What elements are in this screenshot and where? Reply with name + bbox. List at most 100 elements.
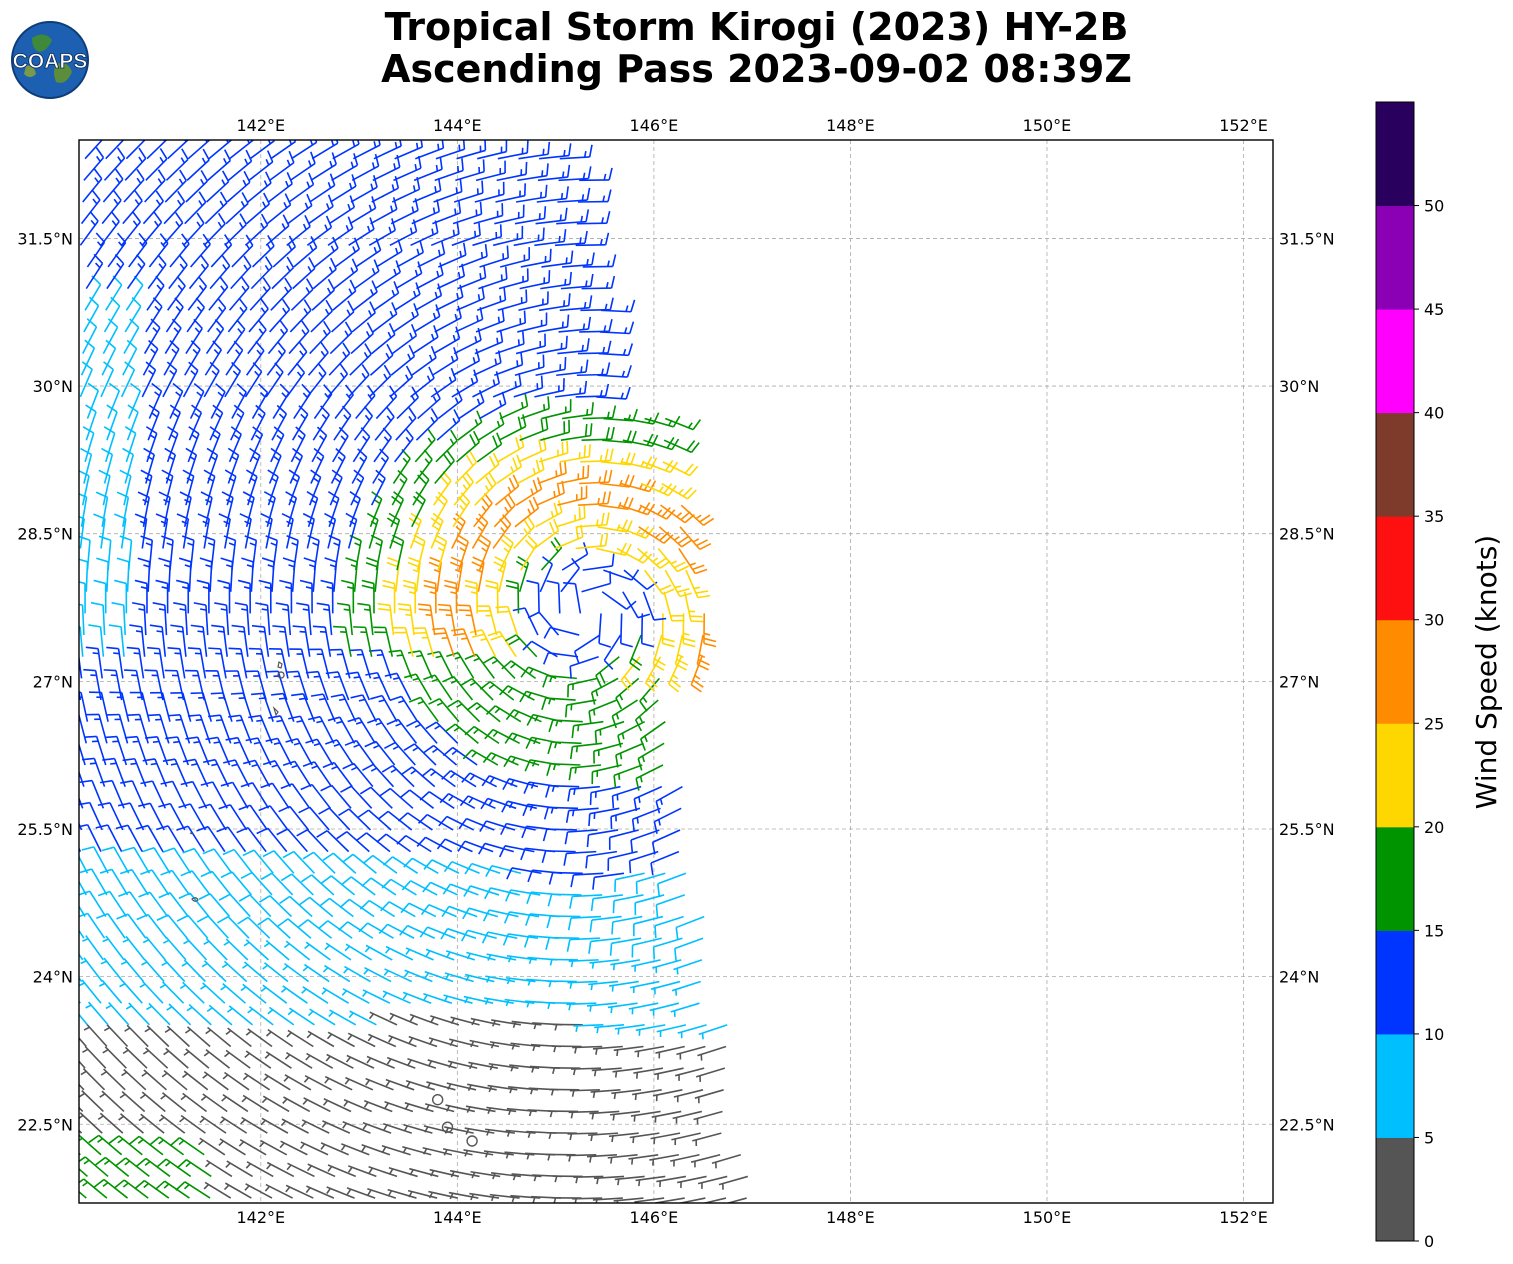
barb-shaft — [79, 1083, 85, 1091]
wind-barb — [417, 241, 446, 268]
wind-barb — [362, 763, 395, 788]
wind-barb — [423, 992, 453, 1004]
barb-half-feather — [358, 698, 366, 702]
barb-shaft — [485, 1128, 516, 1134]
barb-half-feather — [672, 674, 679, 680]
wind-barb — [540, 271, 573, 290]
barb-half-feather — [599, 454, 603, 462]
barb-shaft — [574, 583, 582, 614]
barb-feather — [437, 603, 451, 607]
barb-feather — [465, 471, 474, 483]
barb-feather — [361, 877, 372, 887]
wind-barb — [415, 408, 439, 441]
wind-barb — [345, 557, 358, 592]
barb-shaft — [464, 840, 494, 853]
barb-feather — [663, 534, 674, 544]
wind-barb — [408, 1035, 438, 1048]
wind-barb — [319, 897, 354, 918]
barb-half-feather — [601, 368, 604, 375]
barb-feather — [672, 415, 681, 428]
wind-barb — [680, 504, 715, 526]
barb-shaft — [163, 348, 180, 376]
barb-shaft — [271, 782, 290, 809]
wind-barb — [683, 591, 704, 623]
wind-barb — [431, 491, 448, 528]
barb-shaft — [304, 626, 311, 657]
barb-half-feather — [569, 982, 573, 989]
barb-half-feather — [487, 954, 492, 961]
barb-shaft — [147, 825, 164, 853]
barb-feather — [200, 170, 209, 182]
barb-feather — [149, 1136, 160, 1146]
wind-barb — [451, 369, 479, 398]
barb-feather — [633, 798, 638, 812]
barb-half-feather — [132, 220, 138, 227]
wind-barb — [316, 602, 333, 636]
barb-half-feather — [589, 1156, 592, 1163]
wind-barb — [79, 1178, 108, 1199]
barb-half-feather — [145, 542, 153, 546]
barb-feather — [202, 535, 215, 542]
barb-half-feather — [474, 230, 477, 238]
barb-half-feather — [238, 391, 245, 398]
barb-half-feather — [573, 788, 576, 796]
barb-half-feather — [260, 392, 266, 398]
wind-barb — [79, 770, 85, 787]
wind-barb — [269, 298, 291, 333]
barb-feather — [239, 213, 248, 225]
barb-shaft — [388, 1034, 417, 1048]
barb-feather — [566, 440, 569, 453]
wind-barb — [345, 1054, 375, 1069]
barb-shaft — [327, 1031, 355, 1048]
wind-barb — [416, 836, 453, 853]
barb-shaft — [561, 553, 588, 571]
barb-feather — [631, 430, 637, 444]
wind-barb — [247, 1005, 274, 1026]
barb-feather — [519, 434, 525, 447]
barb-half-feather — [271, 764, 278, 768]
wind-barb — [226, 170, 251, 203]
barb-shaft — [343, 1098, 372, 1113]
wind-barb — [407, 1057, 437, 1069]
barb-shaft — [158, 648, 165, 679]
barb-feather — [320, 875, 332, 884]
wind-barb — [453, 471, 474, 506]
barb-half-feather — [158, 1139, 164, 1145]
barb-feather — [152, 601, 165, 606]
barb-shaft — [611, 1089, 642, 1095]
wind-barb — [230, 404, 245, 441]
barb-feather — [617, 735, 622, 748]
wind-barb — [209, 404, 224, 441]
barb-feather — [433, 539, 446, 547]
barb-half-feather — [202, 1073, 209, 1079]
barb-feather — [584, 380, 588, 394]
barb-half-feather — [470, 1193, 475, 1201]
barb-half-feather — [492, 731, 499, 738]
wind-barb — [187, 276, 208, 311]
wind-barb — [412, 627, 435, 657]
barb-half-feather — [175, 306, 181, 312]
barb-feather — [429, 556, 442, 563]
wind-barb — [259, 895, 293, 918]
wind-barb — [181, 535, 195, 571]
barb-shaft — [613, 894, 644, 902]
wind-barb — [206, 1004, 233, 1026]
barb-shaft — [251, 782, 270, 809]
barb-feather — [402, 579, 416, 585]
wind-barb — [433, 179, 463, 203]
barb-feather — [427, 650, 440, 656]
barb-feather — [403, 743, 415, 752]
barb-feather — [547, 741, 553, 755]
barb-half-feather — [220, 985, 227, 991]
barb-feather — [57, 802, 69, 804]
barb-feather — [653, 617, 667, 621]
barb-feather — [634, 719, 643, 732]
barb-feather — [402, 584, 416, 590]
barb-feather — [611, 254, 617, 267]
wind-barb — [475, 452, 500, 485]
wind-barb — [526, 978, 557, 986]
wind-barb — [244, 1050, 272, 1069]
barb-feather — [345, 671, 358, 675]
barb-half-feather — [203, 1051, 210, 1057]
